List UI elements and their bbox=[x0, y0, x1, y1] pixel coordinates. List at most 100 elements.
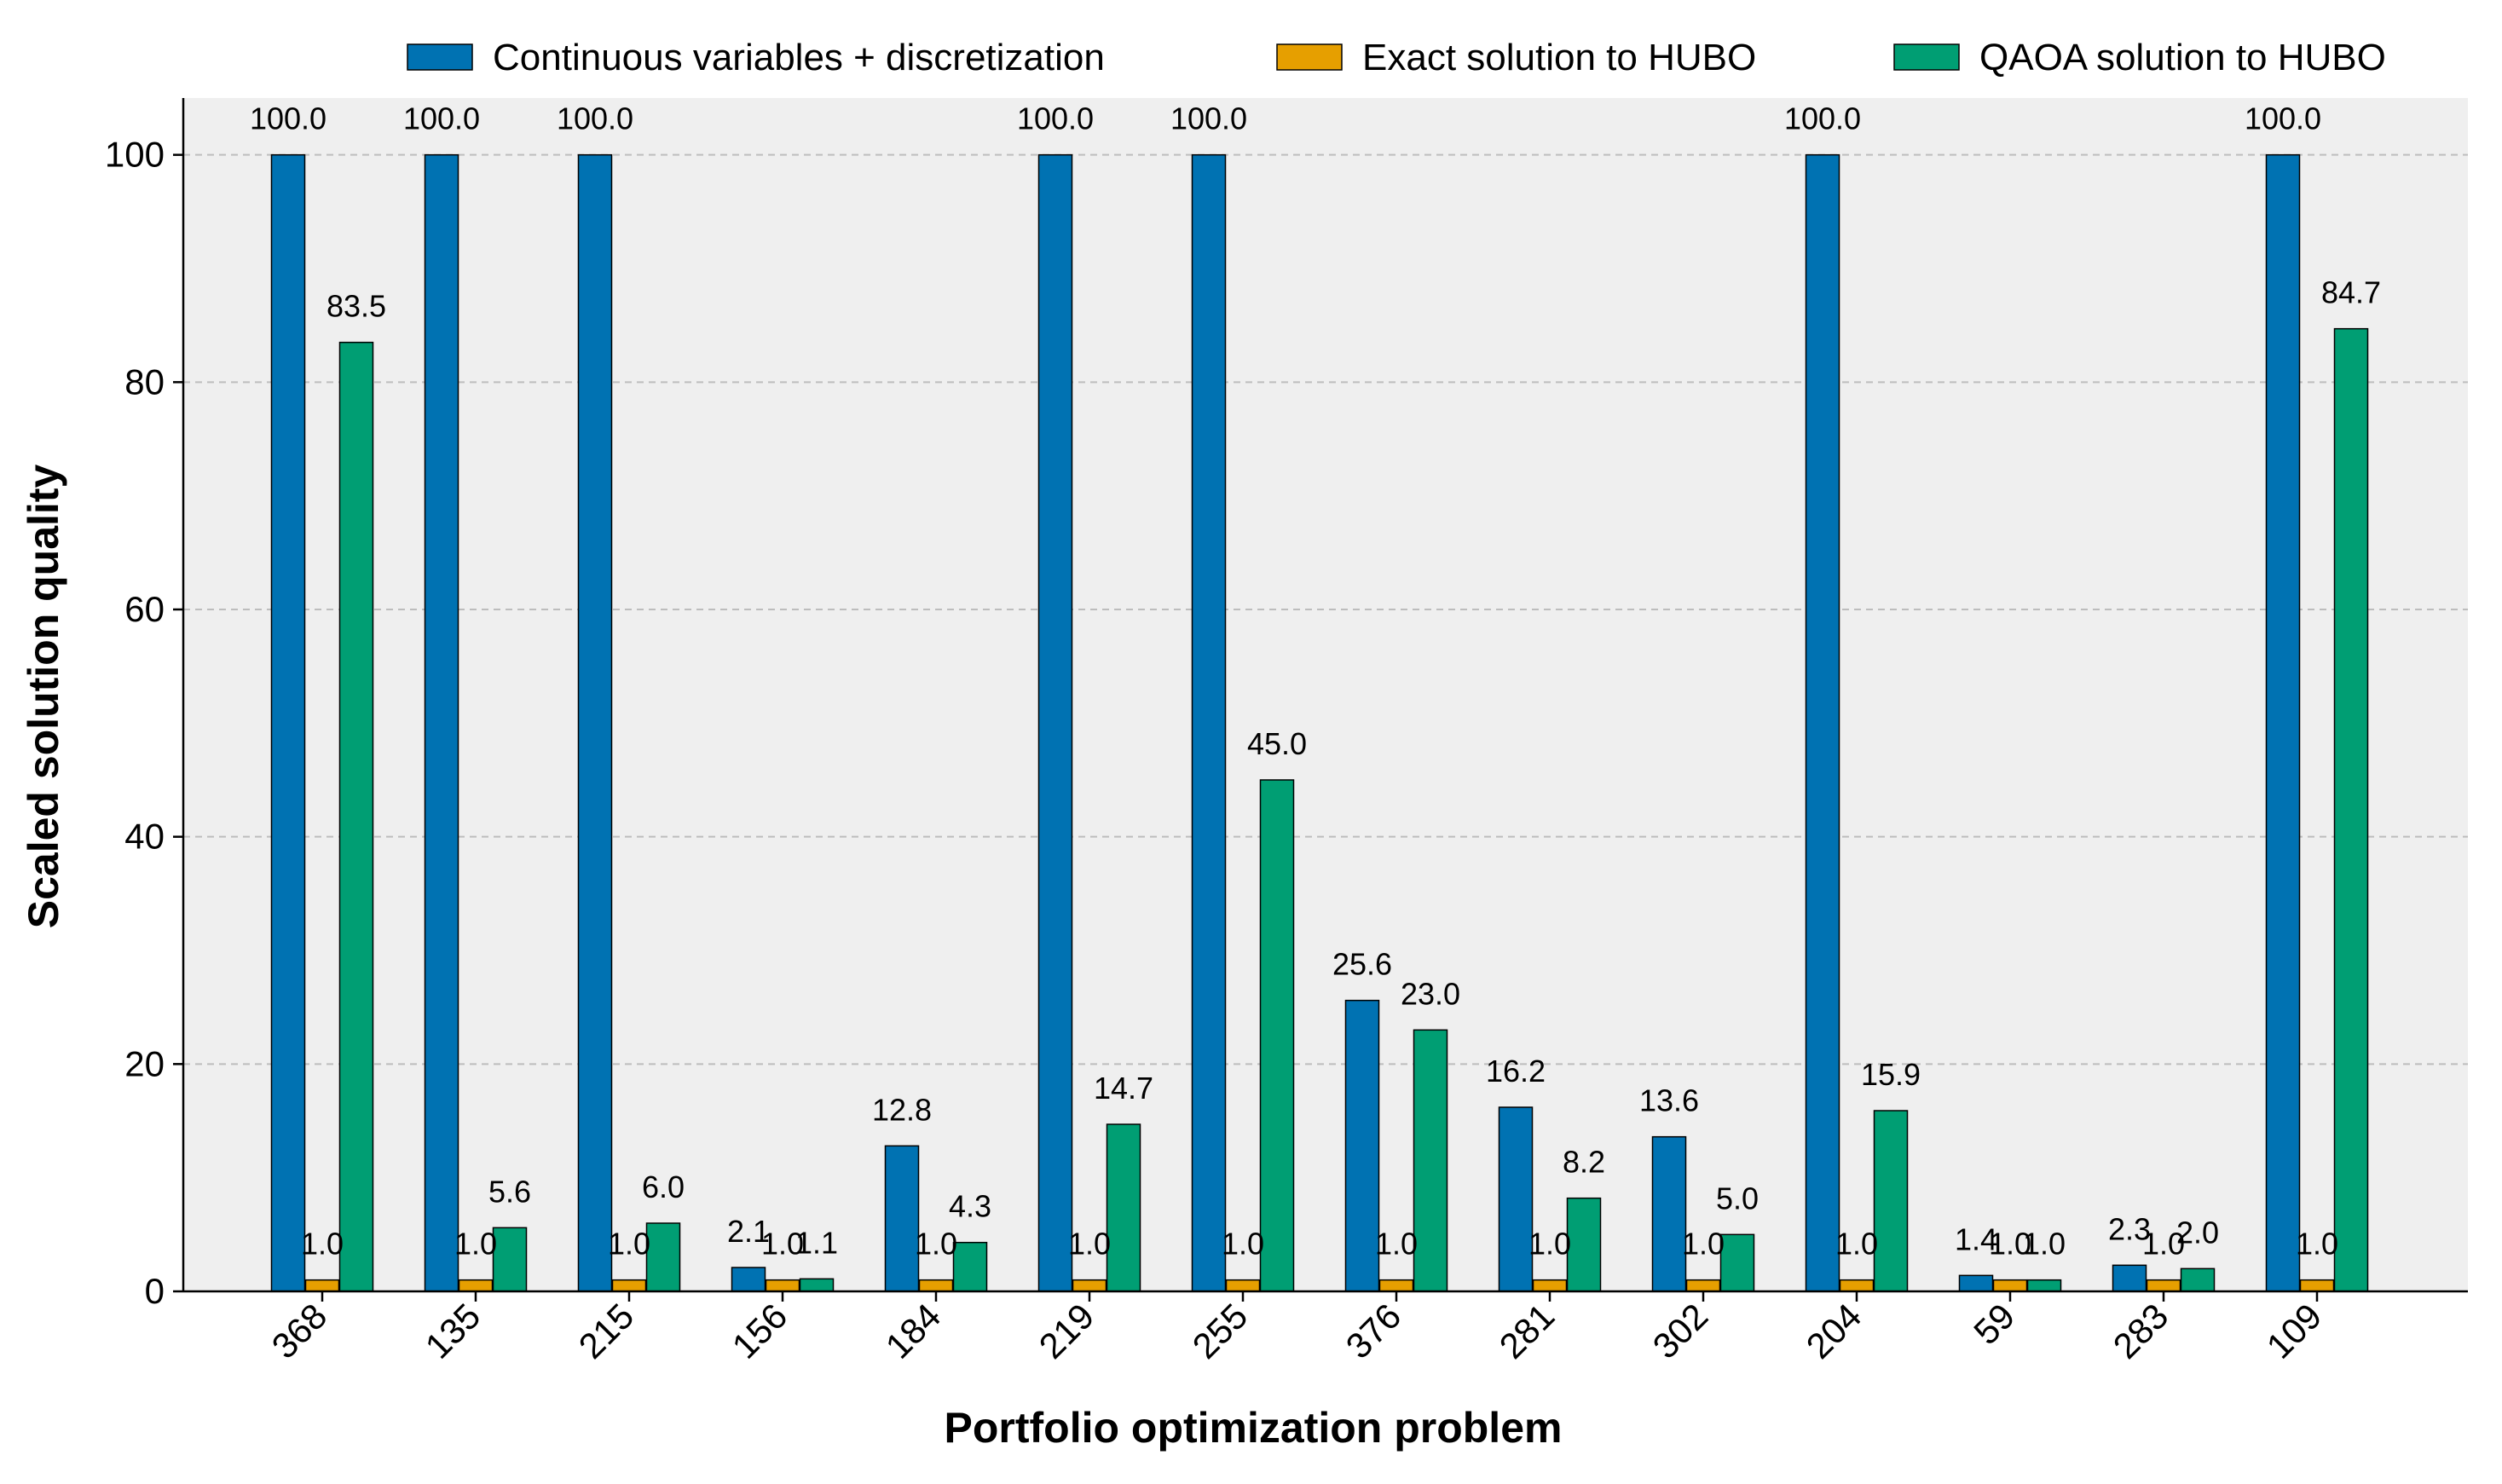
value-label: 5.6 bbox=[488, 1174, 531, 1209]
bar-2-283 bbox=[2146, 1279, 2181, 1292]
bar-3-255 bbox=[1259, 779, 1295, 1292]
x-tick-label: 156 bbox=[725, 1296, 795, 1366]
bar-2-368 bbox=[304, 1279, 340, 1292]
value-label: 25.6 bbox=[1332, 947, 1392, 982]
value-labels: 100.0 100.0 100.0 2.1 12.8 100.0 100.0 25.6 16.2… bbox=[250, 101, 2381, 1262]
value-label: 1.0 bbox=[761, 1227, 804, 1262]
x-tick-label: 283 bbox=[2106, 1296, 2176, 1366]
bar-2-135 bbox=[458, 1279, 494, 1292]
value-label: 100.0 bbox=[403, 101, 480, 136]
bar-1-368 bbox=[270, 153, 306, 1292]
bar-2-281 bbox=[1532, 1279, 1568, 1292]
bar-1-302 bbox=[1651, 1135, 1687, 1292]
x-tick-label: 219 bbox=[1031, 1296, 1102, 1366]
x-axis-label: Portfolio optimization problem bbox=[945, 1404, 1563, 1452]
grid-lines bbox=[183, 153, 2468, 1065]
x-tick-label: 376 bbox=[1338, 1296, 1409, 1366]
value-label: 1.0 bbox=[1375, 1227, 1418, 1262]
bar-2-376 bbox=[1378, 1279, 1414, 1292]
bar-3-219 bbox=[1106, 1123, 1141, 1292]
x-tick-label: 109 bbox=[2259, 1296, 2330, 1366]
bar-1-255 bbox=[1191, 153, 1227, 1292]
value-label: 1.0 bbox=[1068, 1227, 1111, 1262]
x-axis-ticks: 368 135 215 156 184 219 255 376 281 302 204 59 283 10… bbox=[264, 1291, 2330, 1366]
bar-1-184 bbox=[884, 1145, 920, 1292]
value-label: 100.0 bbox=[1170, 101, 1247, 136]
value-label: 1.0 bbox=[1682, 1227, 1725, 1262]
x-tick-label: 59 bbox=[1966, 1296, 2022, 1352]
bar-2-219 bbox=[1072, 1279, 1107, 1292]
bar-3-215 bbox=[645, 1222, 681, 1292]
bar-2-59 bbox=[1992, 1279, 2028, 1292]
value-label: 8.2 bbox=[1563, 1145, 1605, 1180]
legend: Continuous variables + discretization Exa… bbox=[407, 37, 2386, 78]
bar-3-184 bbox=[952, 1241, 988, 1292]
bar-3-281 bbox=[1566, 1197, 1602, 1292]
bars bbox=[270, 153, 2369, 1292]
value-label: 15.9 bbox=[1861, 1057, 1921, 1092]
legend-label: QAOA solution to HUBO bbox=[1979, 37, 2386, 78]
legend-label: Continuous variables + discretization bbox=[493, 37, 1105, 78]
bar-3-59 bbox=[2026, 1279, 2062, 1292]
value-label: 2.3 bbox=[2108, 1211, 2151, 1246]
bar-3-376 bbox=[1413, 1029, 1448, 1292]
bar-3-283 bbox=[2180, 1267, 2216, 1292]
value-label: 100.0 bbox=[1017, 101, 1094, 136]
value-label: 1.0 bbox=[1528, 1227, 1571, 1262]
legend-label: Exact solution to HUBO bbox=[1362, 37, 1756, 78]
bar-3-109 bbox=[2333, 327, 2369, 1292]
bar-1-283 bbox=[2112, 1264, 2147, 1292]
value-label: 1.4 bbox=[1955, 1221, 1997, 1256]
bar-1-135 bbox=[424, 153, 459, 1292]
bar-3-135 bbox=[492, 1227, 528, 1292]
y-tick-label: 100 bbox=[105, 135, 165, 175]
y-axis-ticks: 0 20 40 60 80 100 bbox=[105, 135, 183, 1311]
legend-swatch bbox=[1893, 43, 1960, 71]
legend-swatch bbox=[407, 43, 473, 71]
y-tick-label: 40 bbox=[124, 817, 165, 857]
y-axis-label: Scaled solution quality bbox=[20, 465, 67, 929]
value-label: 5.0 bbox=[1716, 1181, 1759, 1215]
value-label: 16.2 bbox=[1486, 1054, 1546, 1088]
value-label: 13.6 bbox=[1639, 1083, 1699, 1118]
bar-1-376 bbox=[1344, 999, 1380, 1292]
bar-2-156 bbox=[765, 1279, 800, 1292]
bar-1-219 bbox=[1037, 153, 1073, 1292]
x-tick-label: 215 bbox=[571, 1296, 642, 1366]
x-tick-label: 368 bbox=[264, 1296, 335, 1366]
value-label: 1.0 bbox=[2296, 1227, 2338, 1262]
bar-3-156 bbox=[799, 1278, 835, 1292]
value-label: 100.0 bbox=[1784, 101, 1861, 136]
x-tick-label: 184 bbox=[878, 1296, 949, 1366]
bar-2-302 bbox=[1685, 1279, 1721, 1292]
bar-1-204 bbox=[1805, 153, 1840, 1292]
value-label: 6.0 bbox=[642, 1169, 685, 1204]
value-label: 4.3 bbox=[949, 1189, 991, 1224]
x-tick-label: 135 bbox=[418, 1296, 488, 1366]
value-label: 1.0 bbox=[1222, 1227, 1264, 1262]
value-label: 1.0 bbox=[915, 1227, 957, 1262]
value-label: 1.0 bbox=[1989, 1227, 2031, 1262]
bar-3-368 bbox=[338, 341, 374, 1292]
value-label: 2.1 bbox=[727, 1214, 770, 1249]
value-label: 1.0 bbox=[2142, 1227, 2185, 1262]
value-label: 1.1 bbox=[795, 1225, 838, 1260]
value-label: 23.0 bbox=[1401, 976, 1460, 1011]
value-label: 14.7 bbox=[1094, 1071, 1153, 1106]
bar-1-281 bbox=[1498, 1106, 1534, 1292]
value-label: 100.0 bbox=[2245, 101, 2321, 136]
bar-1-59 bbox=[1958, 1274, 1994, 1292]
x-tick-label: 255 bbox=[1185, 1296, 1256, 1366]
bar-2-215 bbox=[611, 1279, 647, 1292]
bar-1-156 bbox=[731, 1267, 766, 1292]
bar-1-109 bbox=[2265, 153, 2301, 1292]
value-label: 1.0 bbox=[1835, 1227, 1878, 1262]
bar-3-204 bbox=[1873, 1110, 1909, 1292]
value-label: 1.0 bbox=[608, 1227, 650, 1262]
bar-2-184 bbox=[918, 1279, 954, 1292]
x-tick-label: 302 bbox=[1645, 1296, 1716, 1366]
value-label: 1.0 bbox=[2023, 1227, 2066, 1262]
bar-1-215 bbox=[577, 153, 613, 1292]
